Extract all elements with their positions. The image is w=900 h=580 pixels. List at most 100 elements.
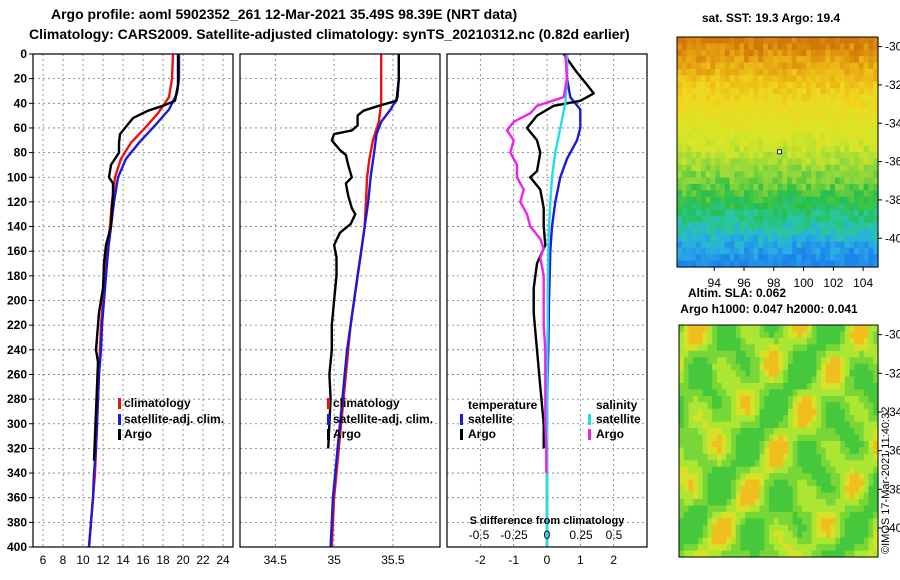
- map-cell-1-12-20: [773, 402, 780, 410]
- map-cell-1-7-18: [764, 370, 770, 378]
- map-cell-0-6-15: [748, 75, 755, 83]
- map-cell-0-14-31: [825, 126, 831, 134]
- map-cell-1-14-26: [802, 415, 808, 423]
- map-cell-1-5-33: [835, 357, 841, 365]
- map-cell-0-1-28: [811, 43, 817, 51]
- map-cell-0-7-11: [729, 81, 736, 89]
- map-cell-1-31-14: [745, 524, 751, 532]
- map-cell-1-2-1: [683, 337, 690, 345]
- map-cell-0-21-28: [811, 171, 817, 179]
- map-cell-1-15-8: [716, 421, 723, 429]
- map-cell-1-6-30: [821, 363, 827, 371]
- map-cell-0-14-35: [844, 126, 850, 134]
- map-cell-1-25-31: [825, 486, 832, 494]
- map-cell-0-21-26: [801, 171, 807, 179]
- map-cell-1-11-19: [769, 395, 775, 403]
- map-cell-0-28-8: [715, 215, 721, 223]
- map-cell-0-32-7: [710, 241, 716, 249]
- map-cell-1-29-25: [797, 511, 803, 519]
- map-ytick-label-1-4: -38: [885, 482, 900, 496]
- map-cell-1-14-33: [835, 415, 841, 423]
- map-cell-1-28-28: [811, 505, 818, 513]
- map-cell-1-34-14: [745, 544, 751, 552]
- map-cell-1-15-3: [693, 421, 699, 429]
- map-cell-0-32-31: [825, 241, 831, 249]
- map-cell-0-0-41: [873, 37, 879, 44]
- map-cell-1-28-6: [707, 505, 713, 513]
- map-cell-1-0-34: [840, 325, 846, 333]
- map-cell-0-2-25: [796, 49, 803, 57]
- map-cell-1-14-41: [873, 415, 879, 423]
- map-cell-0-11-10: [724, 107, 731, 115]
- map-cell-1-27-4: [697, 499, 704, 507]
- map-cell-1-32-22: [783, 531, 789, 539]
- map-cell-0-27-22: [782, 209, 788, 217]
- map-cell-1-18-15: [750, 441, 756, 449]
- map-cell-0-27-39: [863, 209, 870, 217]
- map-cell-0-35-28: [811, 260, 817, 268]
- map-cell-0-13-27: [806, 120, 812, 128]
- map-cell-0-20-1: [681, 164, 688, 172]
- map-cell-0-15-16: [753, 132, 759, 140]
- map-cell-0-23-2: [686, 183, 692, 191]
- map-cell-0-11-26: [801, 107, 807, 115]
- map-cell-1-10-25: [797, 389, 803, 397]
- map-cell-0-6-28: [811, 75, 817, 83]
- map-cell-1-18-9: [721, 441, 727, 449]
- map-cell-0-4-5: [700, 62, 707, 70]
- map-cell-1-31-6: [707, 524, 713, 532]
- map-cell-1-16-0: [679, 428, 685, 436]
- map-cell-0-18-11: [729, 152, 736, 159]
- map-cell-1-27-18: [764, 499, 770, 507]
- map-cell-0-23-1: [681, 183, 688, 191]
- map-cell-0-8-9: [720, 88, 726, 96]
- map-cell-0-10-14: [744, 100, 750, 108]
- map-cell-1-21-10: [726, 460, 732, 468]
- map-cell-0-15-3: [691, 132, 697, 140]
- map-cell-1-25-5: [702, 486, 709, 494]
- map-cell-0-13-41: [873, 120, 879, 128]
- map-cell-1-13-1: [683, 408, 690, 416]
- map-cell-1-26-36: [849, 492, 855, 500]
- map-cell-0-33-33: [834, 247, 841, 255]
- map-cell-1-19-30: [821, 447, 827, 455]
- y-tick-label-17: 340: [7, 466, 27, 480]
- map-cell-1-34-16: [754, 544, 761, 552]
- map-cell-0-12-1: [681, 113, 688, 121]
- map-cell-1-7-0: [679, 370, 685, 378]
- map-cell-0-23-28: [811, 183, 817, 191]
- map-cell-1-25-7: [712, 486, 718, 494]
- map-cell-0-9-6: [705, 94, 712, 102]
- map-cell-1-0-38: [859, 325, 865, 333]
- chart-title-line1: Argo profile: aoml 5902352_261 12-Mar-20…: [51, 6, 518, 22]
- map-cell-1-14-7: [712, 415, 718, 423]
- map-cell-0-33-30: [820, 247, 826, 255]
- map-cell-0-18-17: [758, 152, 764, 159]
- map-cell-1-29-16: [754, 511, 761, 519]
- map-cell-1-3-25: [797, 344, 803, 352]
- map-cell-1-4-35: [844, 350, 851, 358]
- map-cell-0-10-41: [873, 100, 879, 108]
- map-cell-0-30-36: [849, 228, 855, 236]
- map-cell-0-0-5: [700, 37, 707, 44]
- map-cell-1-21-25: [797, 460, 803, 468]
- map-cell-1-18-38: [859, 441, 865, 449]
- map-cell-1-31-4: [697, 524, 704, 532]
- map-cell-1-18-27: [806, 441, 813, 449]
- map-cell-1-26-18: [764, 492, 770, 500]
- map-cell-0-18-2: [686, 152, 692, 159]
- map-cell-1-11-21: [778, 395, 784, 403]
- map-cell-1-20-35: [844, 453, 851, 461]
- series-line-2-1: [525, 53, 595, 449]
- map-cell-1-22-28: [811, 466, 818, 474]
- map-cell-1-10-15: [750, 389, 756, 397]
- map-cell-0-23-37: [854, 183, 860, 191]
- map-cell-1-22-14: [745, 466, 751, 474]
- map-cell-1-5-2: [688, 357, 694, 365]
- map-cell-1-24-4: [697, 479, 704, 487]
- map-cell-0-26-39: [863, 203, 870, 211]
- map-cell-0-3-37: [854, 56, 860, 64]
- map-cell-0-29-21: [777, 222, 783, 230]
- map-cell-1-10-12: [735, 389, 742, 397]
- x-tick-label-0-5: 16: [136, 553, 150, 567]
